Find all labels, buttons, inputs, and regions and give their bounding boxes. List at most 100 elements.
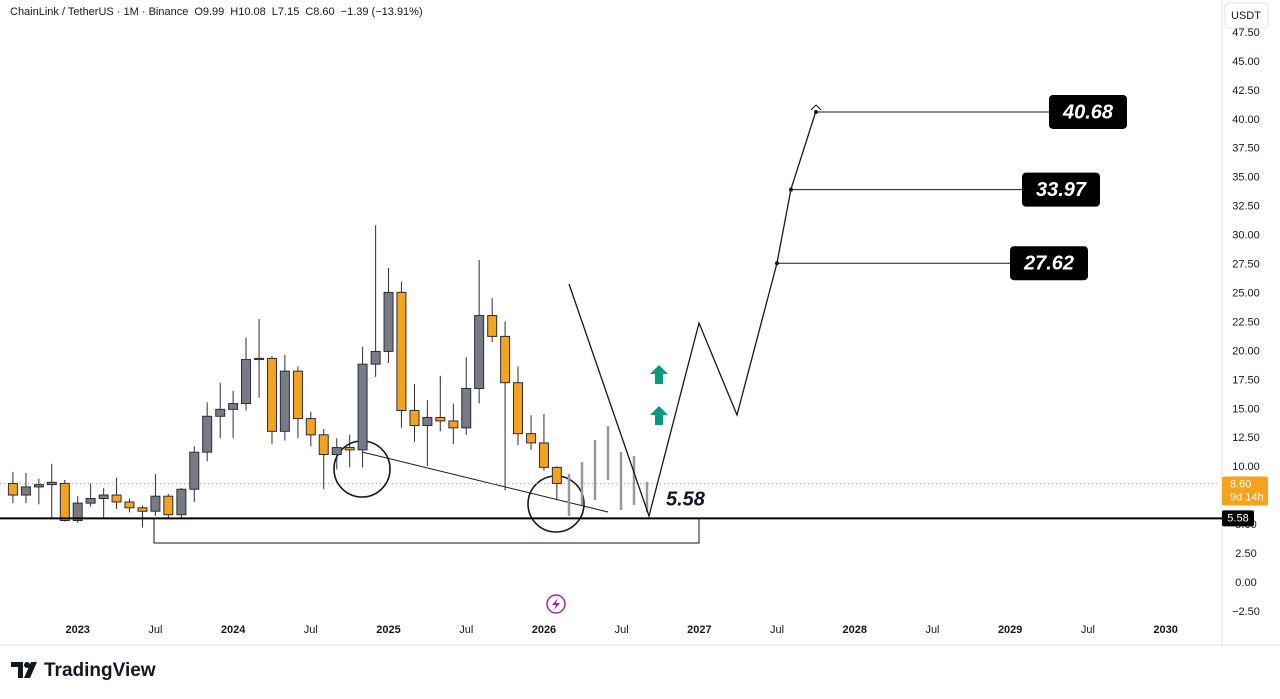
x-tick-label: 2028 — [843, 624, 867, 636]
candle-body — [422, 416, 433, 427]
ohlc-low: L7.15 — [271, 6, 300, 18]
ohlc-open: O9.99 — [194, 6, 225, 18]
candle-body — [279, 370, 290, 432]
brand-icon — [11, 662, 23, 678]
target-label: 27.62 — [1023, 252, 1074, 274]
y-tick-label: 42.50 — [1232, 85, 1260, 97]
y-tick-label: 30.00 — [1232, 230, 1260, 242]
x-tick-label: 2025 — [376, 624, 400, 636]
target-box — [1049, 94, 1127, 129]
candle-body — [487, 315, 498, 337]
support-axis-label: 5.58 — [1227, 512, 1248, 524]
candle-body — [176, 488, 187, 516]
range-box — [153, 517, 700, 544]
brand-logo — [11, 662, 37, 678]
projection-arrowhead — [810, 104, 822, 111]
y-tick-label: −2.50 — [1232, 606, 1260, 618]
candle-body — [318, 434, 329, 456]
x-tick-label: Jul — [459, 624, 473, 636]
y-tick-label: 22.50 — [1232, 316, 1260, 328]
y-tick-label: 0.00 — [1235, 577, 1256, 589]
target-label: 40.68 — [1062, 101, 1114, 123]
candle-body — [500, 335, 511, 384]
x-tick-label: 2024 — [221, 624, 246, 636]
y-tick-label: 2.50 — [1235, 548, 1256, 560]
y-tick-label: 17.50 — [1232, 374, 1260, 386]
y-tick-label: 15.00 — [1232, 403, 1260, 415]
candle-body — [435, 416, 446, 422]
x-tick-label: 2027 — [687, 624, 711, 636]
candle-body — [448, 420, 459, 429]
candle-body — [111, 494, 122, 503]
projected-bars — [567, 426, 649, 516]
candle-body — [551, 466, 562, 484]
candle-body — [461, 388, 472, 429]
candle-body — [150, 495, 161, 512]
event-icon-bolt — [552, 598, 560, 610]
candle-body — [474, 315, 485, 390]
support-label: 5.58 — [666, 489, 706, 511]
x-tick-label: 2026 — [532, 624, 556, 636]
candle-body — [7, 482, 18, 496]
candle-body — [137, 507, 148, 512]
candle-body — [98, 494, 109, 500]
candle-body — [46, 481, 57, 486]
symbol-header: ChainLink / TetherUS · 1M · Binance O9.9… — [10, 6, 423, 18]
candles — [7, 225, 562, 528]
y-tick-label: 45.00 — [1232, 56, 1260, 68]
projection-path — [568, 110, 817, 519]
y-tick-label: 20.00 — [1232, 345, 1260, 357]
y-tick-label: 27.50 — [1232, 259, 1260, 271]
brand-name: TradingView — [44, 660, 156, 681]
x-tick-label: 2023 — [65, 624, 89, 636]
target-anchor — [775, 261, 779, 266]
candle-body — [189, 451, 200, 490]
brand-icon — [24, 662, 30, 668]
candle-body — [241, 359, 252, 405]
candle-body — [538, 442, 549, 468]
candle-body — [292, 370, 303, 420]
x-tick-label: Jul — [925, 624, 939, 636]
y-tick-label: 37.50 — [1232, 143, 1260, 155]
target-label: 33.97 — [1036, 179, 1087, 201]
candle-body — [215, 408, 226, 417]
up-arrow-icon — [650, 365, 668, 384]
candle-body — [383, 291, 394, 352]
currency-box — [1224, 2, 1269, 29]
candle-body — [370, 350, 381, 365]
candle-body — [357, 363, 368, 451]
x-tick-label: Jul — [1081, 624, 1095, 636]
trend-line — [361, 451, 609, 513]
x-tick-label: 2029 — [998, 624, 1022, 636]
ohlc-close: C8.60 — [305, 6, 335, 18]
candle-body — [163, 495, 174, 516]
currency-label: USDT — [1231, 10, 1261, 22]
last-price-badge — [1222, 476, 1268, 506]
target-box — [1010, 246, 1088, 281]
symbol-title: ChainLink / TetherUS · 1M · Binance — [10, 6, 189, 18]
candle-body — [512, 382, 523, 435]
y-tick-label: 12.50 — [1232, 432, 1260, 444]
y-tick-label: 47.50 — [1232, 27, 1260, 39]
countdown-label: 9d 14h — [1230, 491, 1264, 503]
event-icon — [546, 594, 566, 614]
candle-body — [20, 486, 31, 496]
candle-body — [305, 418, 316, 436]
y-tick-label: 40.00 — [1232, 114, 1260, 126]
x-tick-label: Jul — [148, 624, 162, 636]
candle-body — [85, 498, 96, 504]
x-tick-label: Jul — [304, 624, 318, 636]
y-tick-label: 35.00 — [1232, 172, 1260, 184]
ohlc-high: H10.08 — [230, 6, 266, 18]
support-badge — [1222, 510, 1254, 527]
candle-body — [331, 447, 342, 456]
candle-body — [202, 415, 213, 453]
candle-body — [396, 291, 407, 412]
candle-body — [254, 357, 265, 361]
y-tick-label: 32.50 — [1232, 201, 1260, 213]
price-change: −1.39 (−13.91%) — [340, 6, 423, 18]
candle-body — [526, 433, 537, 444]
x-tick-label: Jul — [615, 624, 629, 636]
